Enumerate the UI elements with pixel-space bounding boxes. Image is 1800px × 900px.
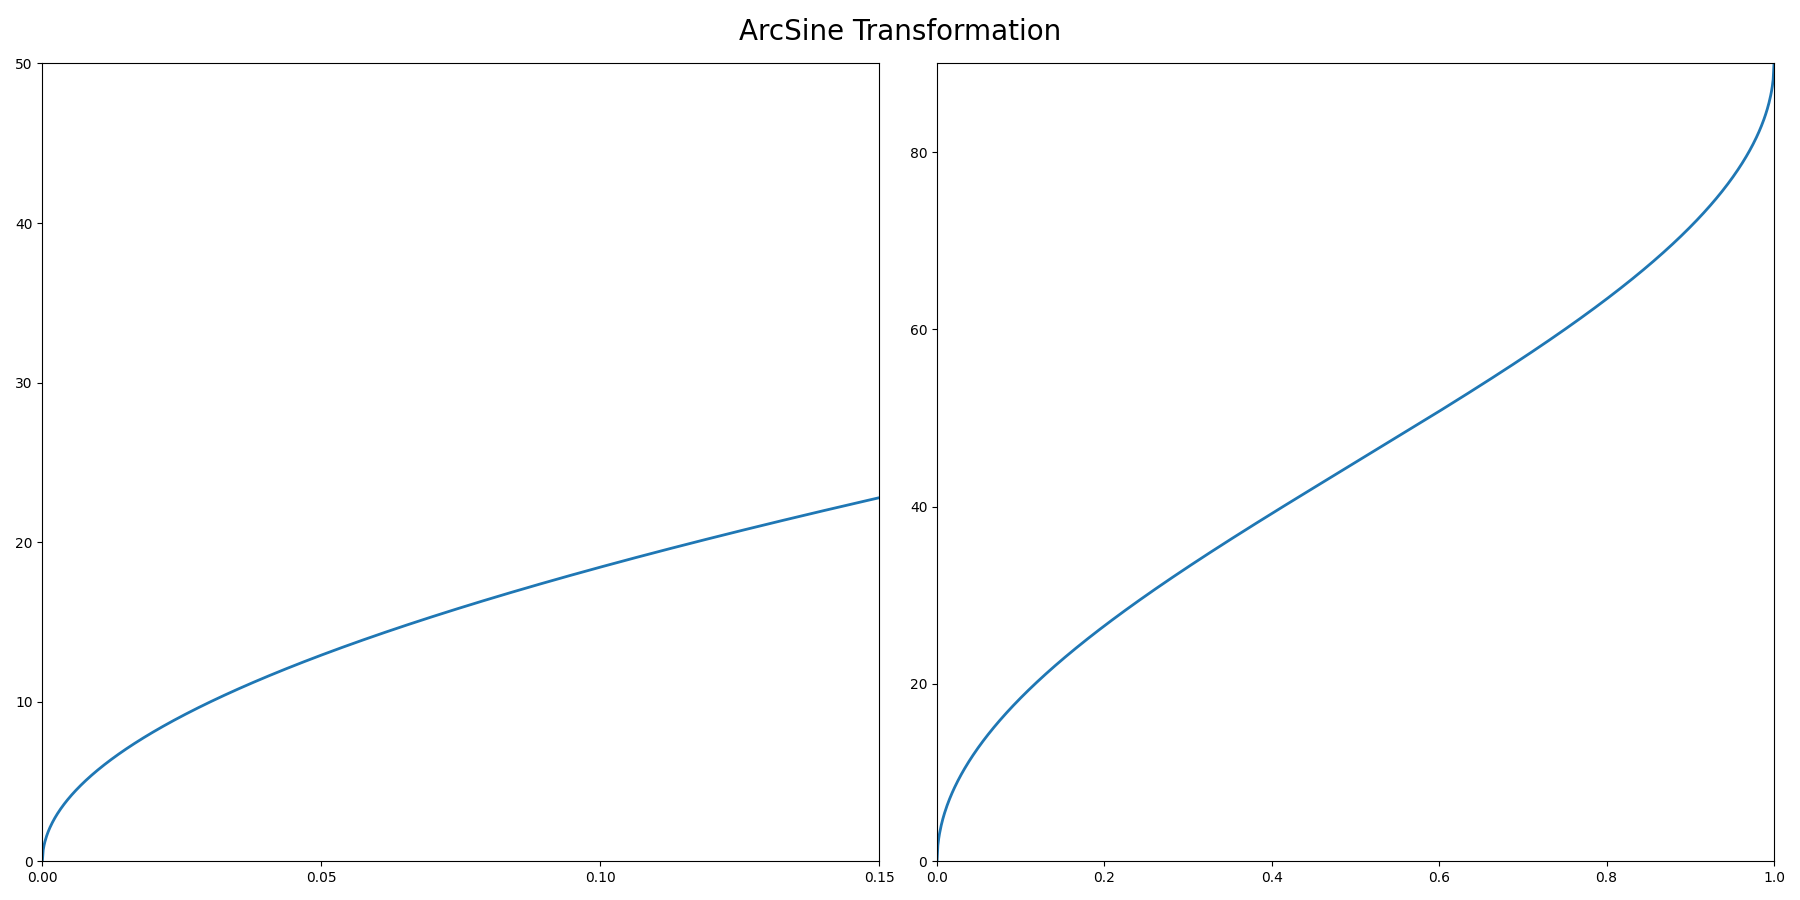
Text: ArcSine Transformation: ArcSine Transformation	[738, 18, 1062, 46]
